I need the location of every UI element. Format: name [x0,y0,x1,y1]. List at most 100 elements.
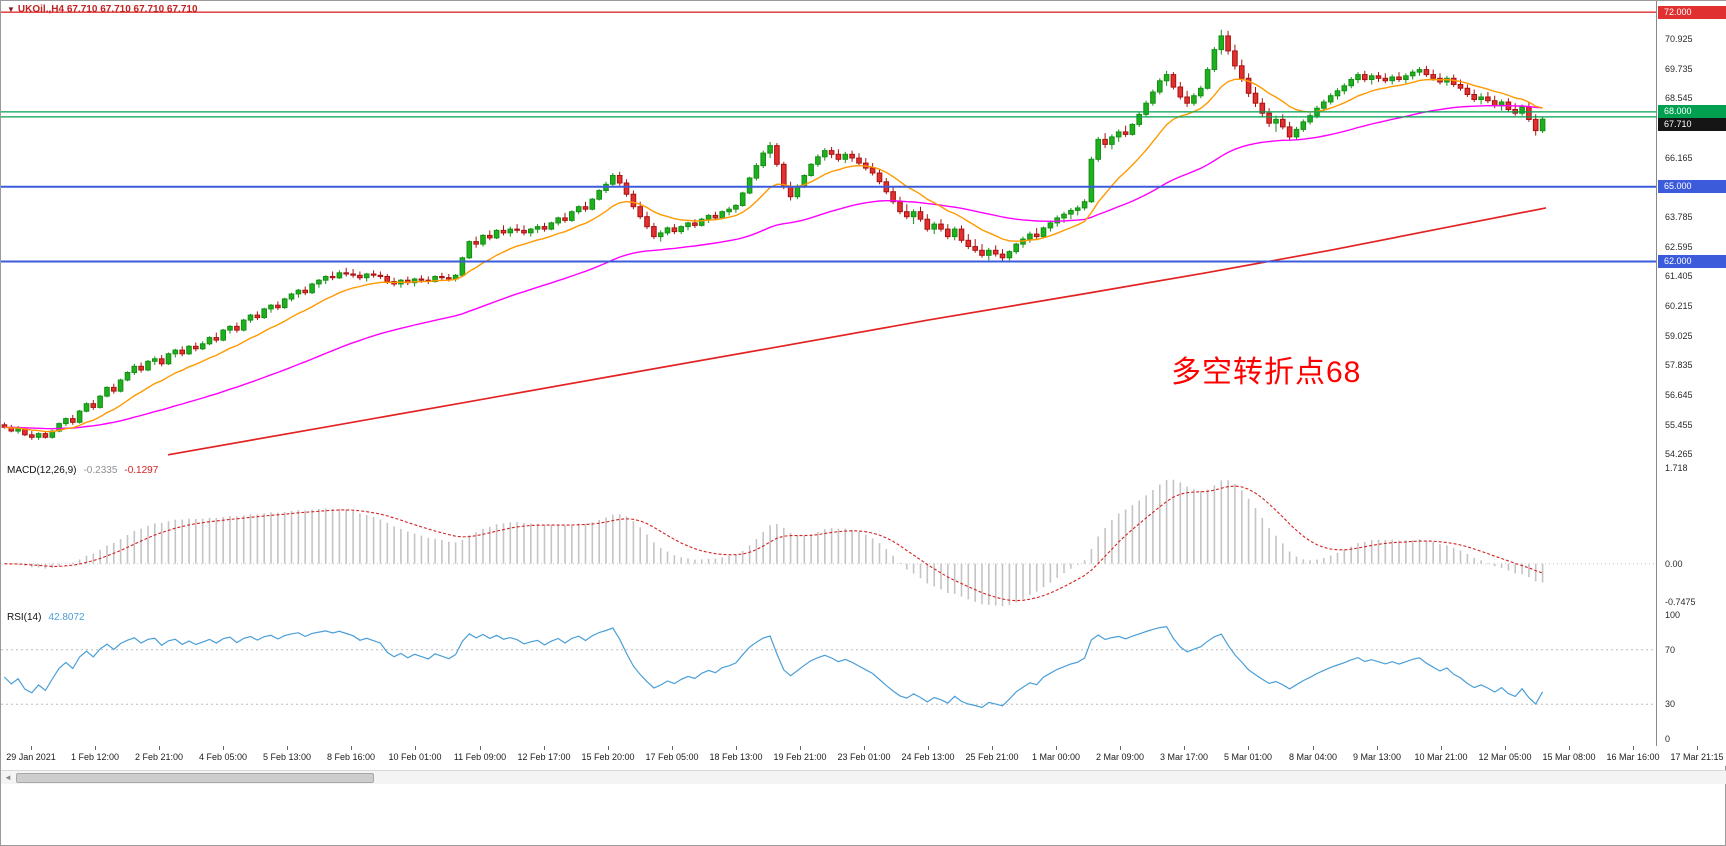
horizontal-scrollbar[interactable]: ◄ [1,770,1726,784]
time-axis-label: 5 Mar 01:00 [1223,752,1273,762]
candle [1157,78,1163,95]
macd-axis[interactable]: 1.718 0.00 -0.7475 [1656,462,1726,609]
candle [1293,126,1300,140]
symbol-timeframe-label: UKOil.,H4 [17,4,65,15]
candle [363,272,370,282]
time-axis-label: 9 Mar 13:00 [1352,752,1402,762]
candle [1389,74,1396,85]
price-badge: 67.710 [1658,118,1726,131]
candle [986,247,992,261]
price-axis-label: 62.595 [1665,242,1693,252]
candle [733,204,739,213]
candle [370,270,377,278]
candle [726,206,732,216]
candle [596,189,603,201]
candle [261,307,267,319]
candle [541,222,548,232]
macd-histogram [10,479,1544,607]
time-tick [415,746,416,750]
candle [350,269,356,278]
candle [480,234,486,247]
price-axis-label: 56.645 [1665,390,1693,400]
price-axis-label: 66.165 [1665,153,1693,163]
candle [630,190,637,210]
candle [322,275,329,284]
candle [842,151,849,164]
candle [1115,129,1122,142]
candle [808,163,814,177]
ma-medium-line [4,104,1543,430]
candles-series [1,29,1546,440]
candle [951,226,958,241]
time-axis-label: 2 Mar 09:00 [1095,752,1145,762]
price-badge: 68.000 [1658,105,1726,118]
price-axis-label: 60.215 [1665,301,1693,311]
time-axis-label: 10 Mar 21:00 [1414,752,1468,762]
time-tick [1120,746,1121,750]
candle [1143,100,1149,117]
candle [849,150,855,162]
time-tick [544,746,545,750]
candle [405,276,411,286]
candle [869,163,876,176]
candle [610,173,616,187]
candle [357,271,363,281]
candle [1423,65,1430,77]
candle [1300,119,1307,132]
candle [1512,103,1519,116]
candle [828,146,835,159]
candle [336,270,343,279]
candle [890,186,896,205]
main-chart-canvas[interactable] [1,1,1656,461]
time-tick [608,746,609,750]
candle [1245,73,1252,97]
candle [1239,59,1245,82]
candle [29,431,35,440]
candle [254,311,261,321]
candle [1184,90,1190,107]
candle [97,394,103,409]
time-axis-label: 15 Mar 08:00 [1542,752,1596,762]
candle [1088,156,1095,203]
rsi-canvas[interactable] [1,609,1656,745]
time-axis[interactable]: 29 Jan 2021 1 Feb 12:00 2 Feb 21:00 4 Feb 0… [1,746,1726,766]
macd-signal-value: -0.1297 [124,465,159,476]
candle [753,163,760,181]
macd-canvas[interactable] [1,462,1656,608]
scrollbar-left-arrow-icon[interactable]: ◄ [4,773,12,782]
candle [466,240,473,259]
time-axis-label: 17 Feb 05:00 [645,752,699,762]
time-tick [351,746,352,750]
rsi-axis-label: 70 [1665,645,1676,655]
candle [452,274,459,282]
time-tick [223,746,224,750]
candle [247,313,254,323]
price-axis[interactable]: 70.92569.73568.54567.35566.16563.78562.5… [1656,1,1726,462]
candle [1362,70,1368,82]
candle [1047,220,1054,232]
time-tick [1505,746,1506,750]
candle [1068,207,1074,220]
time-tick [480,746,481,750]
rsi-axis[interactable]: 100 70 30 0 [1656,609,1726,746]
rsi-axis-label: 0 [1665,734,1671,744]
scrollbar-thumb[interactable] [16,773,374,783]
candle [1109,134,1115,150]
candle [459,256,466,277]
candle [910,209,917,225]
macd-axis-label: -0.7475 [1665,597,1696,607]
candle [1416,67,1423,76]
candle [83,402,90,413]
candle [1102,133,1108,149]
candle [329,271,336,281]
candle [1327,93,1334,105]
candle [917,206,924,222]
candle [1122,125,1129,137]
candle [500,225,507,236]
candle [234,322,240,333]
symbol-marker-icon: ▼ [7,5,15,14]
annotation-text[interactable]: 多空转折点68 [1171,356,1362,389]
candle [172,348,179,358]
candle [992,245,999,257]
candle [473,236,479,248]
